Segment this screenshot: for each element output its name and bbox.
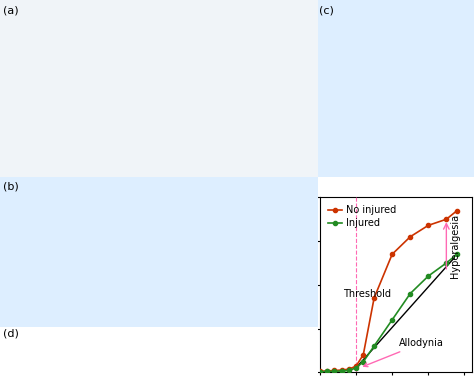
No injured [331,368,337,373]
Injured [360,359,366,364]
Text: (b): (b) [3,181,19,191]
Text: (d): (d) [3,329,19,338]
No injured [346,367,352,371]
No injured [317,369,323,374]
Injured [324,369,330,374]
Text: Allodynia: Allodynia [364,338,444,367]
Text: (c): (c) [319,5,334,15]
No injured [324,369,330,373]
Text: Hyperalgesia: Hyperalgesia [450,214,460,277]
Injured [407,291,413,296]
Injured [346,368,352,373]
No injured [407,235,413,239]
Line: Injured: Injured [318,252,459,374]
Injured [353,365,359,370]
Text: (a): (a) [3,5,19,15]
Injured [339,369,345,373]
Injured [317,370,323,374]
Injured [455,252,460,256]
Injured [331,369,337,374]
Text: Threshold: Threshold [344,288,392,299]
No injured [426,223,431,227]
No injured [444,217,449,221]
Injured [444,261,449,265]
No injured [371,296,377,300]
Injured [389,317,395,322]
No injured [353,364,359,368]
Injured [371,344,377,348]
Legend: No injured, Injured: No injured, Injured [325,202,400,231]
Line: No injured: No injured [318,208,459,373]
Text: (e): (e) [292,190,308,200]
No injured [455,208,460,213]
No injured [339,368,345,372]
Y-axis label: Photocurrent (μA): Photocurrent (μA) [286,241,296,328]
Injured [426,274,431,278]
No injured [360,353,366,357]
No injured [389,252,395,256]
